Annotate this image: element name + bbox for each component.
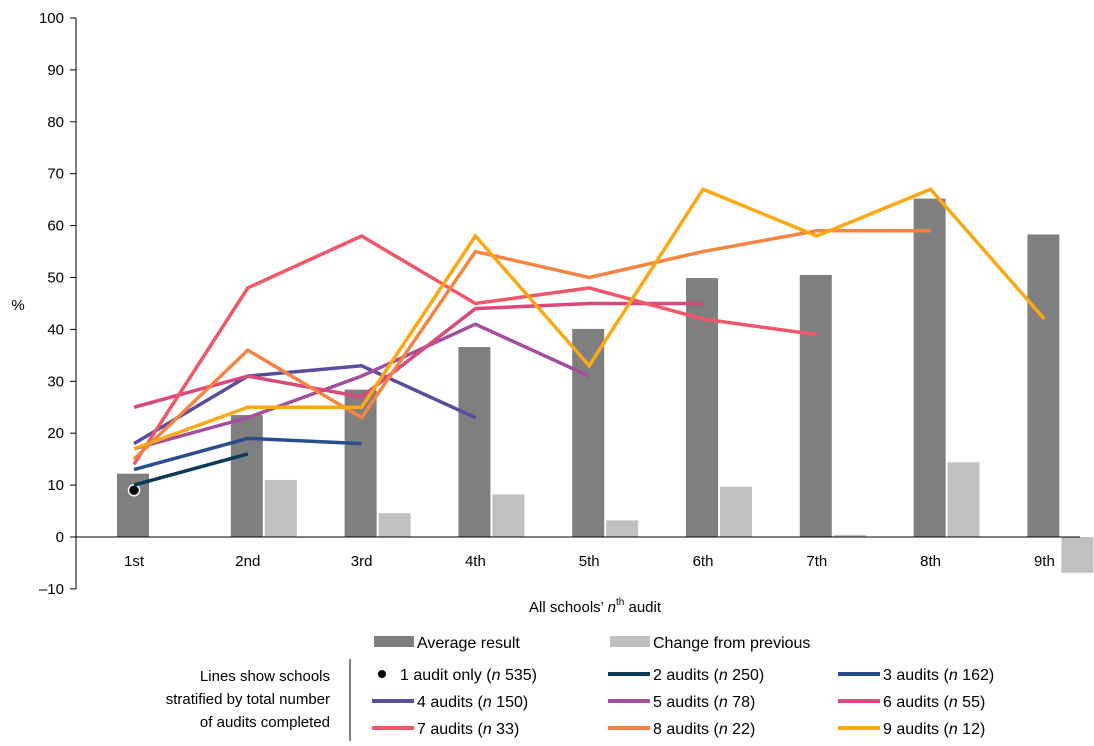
x-tick-label: 2nd <box>235 553 260 570</box>
legend-label: 7 audits (n 33) <box>417 721 519 738</box>
line-series <box>133 363 477 446</box>
x-tick-label: 1st <box>124 553 145 570</box>
legend: Average result Change from previous Lines … <box>166 635 994 741</box>
y-tick-label: 90 <box>47 62 64 79</box>
bar-change-from-previous <box>606 520 639 537</box>
legend-label: 8 audits (n 22) <box>653 721 755 738</box>
y-tick-label: 40 <box>47 321 64 338</box>
x-tick-label: 9th <box>1034 553 1055 570</box>
x-tick-label: 5th <box>579 553 600 570</box>
bar-average-result <box>799 274 832 537</box>
bar-change-from-previous <box>1061 537 1094 573</box>
legend-label: 2 audits (n 250) <box>653 667 764 684</box>
x-tick-label: 6th <box>693 553 714 570</box>
legend-swatch-marker <box>378 670 386 678</box>
legend-note-line: of audits completed <box>200 714 330 731</box>
line-series <box>132 229 931 461</box>
bar-change-from-previous <box>378 513 411 537</box>
bar-average-result <box>572 328 605 537</box>
legend-label: 3 audits (n 162) <box>883 667 994 684</box>
legend-label: Average result <box>417 635 520 652</box>
line-series <box>133 301 703 409</box>
legend-label: 5 audits (n 78) <box>653 694 755 711</box>
line-series <box>133 187 1046 451</box>
x-tick-label: 8th <box>920 553 941 570</box>
bar-average-result <box>913 198 946 537</box>
y-tick-label: 50 <box>47 270 64 287</box>
x-tick-label: 7th <box>806 553 827 570</box>
bar-average-result <box>230 415 263 537</box>
bar-change-from-previous <box>264 479 297 537</box>
legend-label: 1 audit only (n 535) <box>400 667 537 684</box>
y-tick-label: 10 <box>47 477 64 494</box>
bar-change-from-previous <box>833 534 866 537</box>
bar-average-result <box>1027 234 1060 537</box>
line-series <box>133 322 590 451</box>
y-tick-label: 30 <box>47 373 64 390</box>
line-series <box>132 234 818 466</box>
legend-note-line: Lines show schools <box>200 668 330 685</box>
line-series <box>133 436 362 472</box>
legend-note-line: stratified by total number <box>166 691 330 708</box>
legend-swatch-bar <box>610 636 650 647</box>
legend-label: Change from previous <box>653 635 810 652</box>
y-tick-label: 100 <box>39 10 64 27</box>
plot-area: –10 0 10 20 30 40 50 60 70 80 90 100% 1st 2nd 3rd 4th 5t… <box>11 10 1094 616</box>
bar-change-from-previous <box>720 486 752 537</box>
y-axis-label: % <box>11 297 24 314</box>
y-tick-label: 20 <box>47 425 64 442</box>
x-axis-title: All schools’ nth audit <box>529 597 662 616</box>
legend-swatch-bar <box>374 636 414 647</box>
bar-average-result <box>458 347 491 537</box>
legend-label: 4 audits (n 150) <box>417 694 528 711</box>
bar-average-result <box>344 389 377 537</box>
legend-label: 6 audits (n 55) <box>883 694 985 711</box>
x-tick-label: 4th <box>465 553 486 570</box>
y-tick-label: 60 <box>47 218 64 235</box>
bar-change-from-previous <box>947 462 980 537</box>
y-tick-label: –10 <box>39 581 64 598</box>
y-tick-label: 80 <box>47 114 64 131</box>
y-tick-label: 70 <box>47 166 64 183</box>
x-tick-label: 3rd <box>351 553 373 570</box>
line-series <box>133 452 249 487</box>
y-tick-label: 0 <box>56 529 64 546</box>
line-point <box>127 484 141 497</box>
legend-label: 9 audits (n 12) <box>883 721 985 738</box>
bar-change-from-previous <box>492 494 525 537</box>
